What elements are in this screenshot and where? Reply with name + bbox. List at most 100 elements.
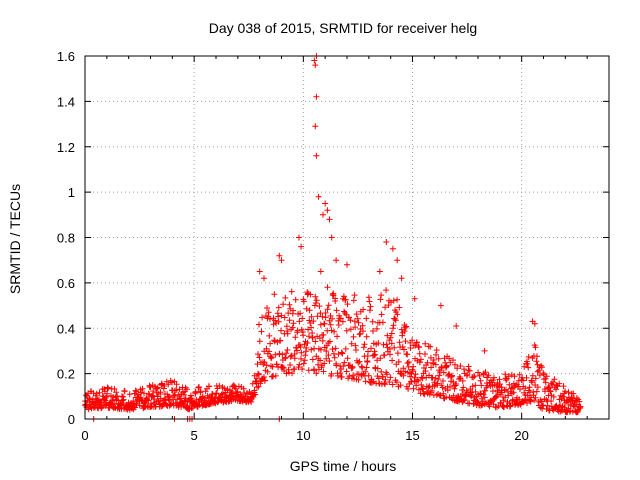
data-point — [319, 337, 326, 344]
data-point — [454, 365, 461, 372]
data-point — [282, 355, 289, 362]
data-point — [520, 377, 526, 384]
data-point — [474, 398, 481, 405]
data-point — [374, 365, 381, 372]
data-point — [306, 333, 312, 340]
y-tick-label: 1.2 — [57, 140, 75, 155]
data-point — [433, 347, 440, 354]
data-point — [395, 358, 402, 365]
data-point — [383, 341, 390, 348]
data-point — [165, 381, 172, 388]
data-point — [550, 393, 557, 400]
data-point — [434, 380, 441, 387]
y-tick-label: 0 — [68, 412, 75, 427]
data-point — [255, 371, 262, 378]
data-point — [521, 363, 528, 370]
data-point — [466, 367, 473, 374]
data-point — [477, 390, 484, 397]
data-point — [278, 312, 285, 319]
data-point — [368, 345, 374, 352]
data-point — [271, 337, 278, 344]
data-point — [398, 275, 405, 282]
data-point — [485, 372, 492, 379]
data-point — [459, 387, 466, 393]
data-point — [332, 345, 339, 352]
data-point — [347, 317, 354, 324]
data-point — [144, 396, 151, 403]
data-point — [344, 301, 351, 308]
data-point — [534, 353, 540, 360]
data-point — [102, 395, 109, 401]
data-point — [424, 359, 431, 366]
data-point — [525, 353, 532, 360]
data-point — [402, 338, 409, 345]
data-point — [432, 361, 439, 368]
data-point — [213, 390, 220, 397]
data-point — [402, 324, 409, 331]
data-point — [379, 373, 386, 380]
data-point — [371, 348, 378, 355]
data-point — [348, 340, 355, 347]
data-point — [278, 327, 284, 334]
data-point — [287, 362, 294, 368]
data-point — [394, 311, 401, 318]
data-point — [436, 372, 443, 379]
y-tick-label: 0.2 — [57, 367, 75, 382]
data-point — [275, 318, 282, 325]
data-point — [268, 354, 275, 361]
data-point — [230, 382, 237, 389]
data-point — [433, 351, 439, 358]
y-tick-label: 1.6 — [57, 49, 75, 64]
data-point — [317, 268, 324, 275]
data-point — [437, 302, 444, 309]
y-tick-label: 0.8 — [57, 231, 75, 246]
data-point — [391, 344, 398, 351]
data-point — [315, 193, 322, 200]
data-point — [387, 374, 394, 381]
data-point — [282, 294, 289, 301]
data-point — [261, 374, 267, 380]
data-point — [311, 57, 318, 64]
data-point — [400, 365, 407, 372]
data-point — [450, 357, 456, 364]
data-point — [303, 344, 310, 351]
data-point — [290, 320, 297, 327]
data-point — [323, 348, 330, 355]
data-point — [256, 268, 263, 275]
data-point — [377, 355, 384, 362]
data-point — [317, 346, 324, 353]
data-point — [401, 346, 407, 353]
data-point — [363, 364, 370, 371]
data-point — [181, 391, 187, 398]
data-point — [360, 344, 367, 351]
data-point — [505, 373, 512, 380]
data-point — [266, 332, 273, 339]
data-point — [342, 296, 349, 303]
data-point — [516, 396, 523, 403]
data-point — [507, 403, 514, 410]
data-point — [329, 315, 336, 322]
data-point — [337, 315, 344, 322]
data-point — [363, 333, 370, 340]
data-point — [195, 384, 202, 391]
data-point — [427, 343, 434, 350]
data-point — [261, 359, 268, 366]
data-point — [482, 387, 489, 394]
data-point — [296, 361, 303, 368]
data-point — [404, 360, 411, 367]
data-point — [497, 381, 503, 388]
data-point — [96, 389, 103, 396]
data-point — [453, 323, 460, 329]
data-point — [352, 342, 359, 349]
data-point — [470, 374, 477, 381]
data-point — [343, 368, 350, 375]
data-point — [407, 345, 414, 351]
data-point — [327, 321, 334, 328]
data-point — [545, 384, 552, 391]
data-point — [340, 293, 347, 300]
data-point — [300, 298, 307, 305]
data-point — [305, 367, 312, 374]
data-point — [449, 372, 455, 379]
data-point — [113, 389, 120, 396]
